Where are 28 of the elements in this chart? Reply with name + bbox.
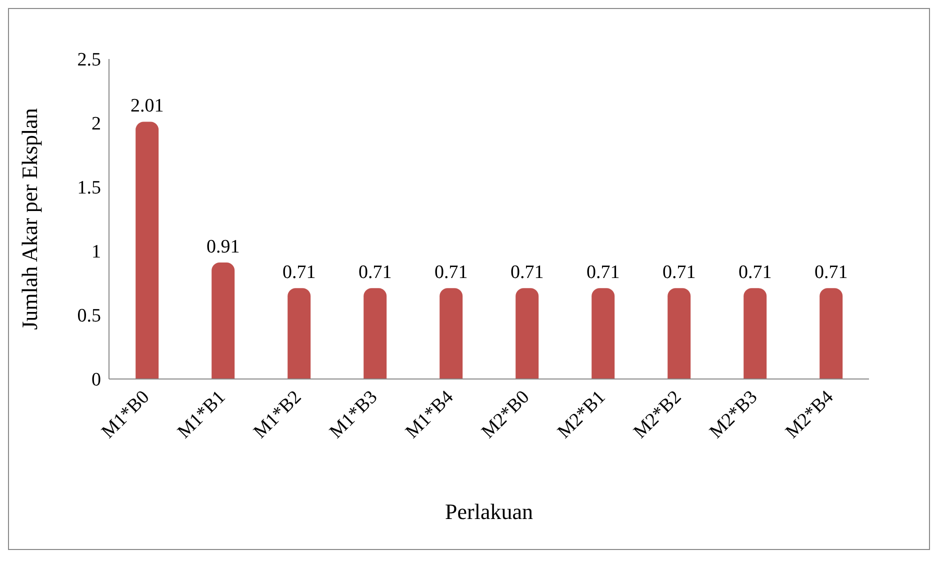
y-tick-label: 2.5 [77, 50, 101, 71]
data-label: 0.71 [586, 262, 620, 284]
bar [288, 288, 311, 379]
bar [364, 288, 387, 379]
bar [592, 288, 615, 379]
data-label: 0.71 [510, 262, 544, 284]
data-label: 0.71 [282, 262, 316, 284]
data-label: 0.91 [206, 236, 240, 258]
x-axis-title: Perlakuan [445, 499, 533, 524]
bar [820, 288, 843, 379]
y-tick-label: 0.5 [77, 306, 101, 327]
y-tick-label: 1.5 [77, 178, 101, 199]
data-label: 0.71 [738, 262, 772, 284]
y-tick-label: 1 [92, 242, 101, 263]
y-tick-label: 0 [92, 370, 101, 391]
data-label: 2.01 [130, 96, 164, 117]
bar [516, 288, 539, 379]
data-label: 0.71 [358, 262, 392, 284]
bar [744, 288, 767, 379]
bar [212, 262, 235, 379]
y-axis-title: Jumlah Akar per Eksplan [16, 108, 42, 330]
data-label: 0.71 [814, 262, 848, 284]
bar [440, 288, 463, 379]
data-label: 0.71 [662, 262, 696, 284]
bar [136, 122, 159, 379]
y-tick-label: 2 [92, 114, 101, 135]
bar [668, 288, 691, 379]
data-label: 0.71 [434, 262, 468, 284]
